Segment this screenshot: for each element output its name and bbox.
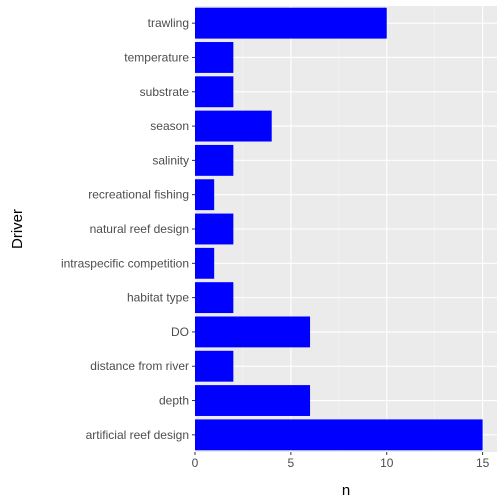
bar bbox=[195, 247, 215, 279]
bar bbox=[195, 42, 234, 73]
bar bbox=[195, 76, 234, 108]
y-tick-label: salinity bbox=[152, 153, 189, 167]
x-axis-title: n bbox=[342, 482, 350, 499]
y-tick-label: intraspecific competition bbox=[61, 256, 189, 270]
bar bbox=[195, 385, 311, 416]
x-tick-label: 10 bbox=[380, 456, 394, 470]
x-tick-label: 15 bbox=[476, 456, 490, 470]
y-tick-label: temperature bbox=[124, 50, 189, 64]
y-tick-label: recreational fishing bbox=[88, 188, 189, 202]
x-axis-ticks: 0 5 10 15 bbox=[192, 452, 490, 470]
y-tick-label: artificial reef design bbox=[86, 428, 189, 442]
bar bbox=[195, 179, 215, 211]
y-tick-label: distance from river bbox=[90, 359, 189, 373]
y-tick-label: DO bbox=[171, 325, 189, 339]
y-axis-title: Driver bbox=[9, 209, 26, 249]
y-tick-label: season bbox=[150, 119, 189, 133]
y-axis-ticks: artificial reef design depth distance from… bbox=[61, 16, 195, 442]
y-tick-label: depth bbox=[159, 394, 189, 408]
x-tick-label: 5 bbox=[288, 456, 295, 470]
bars bbox=[195, 7, 483, 451]
bar bbox=[195, 350, 234, 382]
bar bbox=[195, 419, 483, 451]
bar bbox=[195, 110, 272, 142]
bar bbox=[195, 7, 387, 39]
bar bbox=[195, 213, 234, 245]
bar bbox=[195, 316, 311, 348]
bar bbox=[195, 282, 234, 314]
y-tick-label: natural reef design bbox=[90, 222, 189, 236]
x-tick-label: 0 bbox=[192, 456, 199, 470]
y-tick-label: habitat type bbox=[127, 291, 189, 305]
bar bbox=[195, 144, 234, 176]
y-tick-label: substrate bbox=[140, 85, 190, 99]
y-tick-label: trawling bbox=[148, 16, 189, 30]
